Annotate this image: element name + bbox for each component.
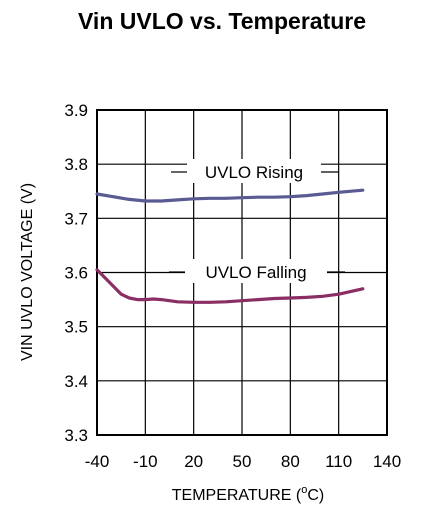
y-tick-label: 3.4 — [64, 372, 88, 391]
x-tick-label: 140 — [373, 452, 401, 471]
series-label-1: UVLO Rising — [205, 163, 303, 182]
y-tick-label: 3.3 — [64, 426, 88, 445]
x-tick-label: -40 — [85, 452, 110, 471]
y-axis-label: VIN UVLO VOLTAGE (V) — [19, 183, 36, 361]
plot-frame — [96, 109, 388, 436]
x-axis-label-main: TEMPERATURE ( — [172, 487, 302, 504]
y-tick-label: 3.8 — [64, 155, 88, 174]
x-axis-label-degree: o — [301, 484, 307, 496]
y-tick-label: 3.6 — [64, 264, 88, 283]
series-label-2: UVLO Falling — [205, 263, 306, 282]
x-tick-label: 110 — [325, 452, 352, 471]
x-tick-label: 50 — [233, 452, 252, 471]
series-line-1 — [95, 188, 365, 203]
x-tick-label: 80 — [281, 452, 300, 471]
series-labels: UVLO Rising UVLO Falling — [169, 159, 345, 283]
series-label-bg — [185, 259, 327, 283]
x-axis-label-unit: C) — [307, 487, 324, 504]
chart-title: Vin UVLO vs. Temperature — [78, 8, 367, 34]
x-axis-ticks: -40 -10 20 50 80 110 140 — [85, 452, 401, 471]
y-tick-label: 3.9 — [64, 101, 88, 120]
series-label-bg — [187, 159, 321, 183]
y-tick-label: 3.5 — [64, 318, 88, 337]
y-tick-label: 3.7 — [64, 209, 88, 228]
series-lines — [95, 188, 365, 304]
x-axis-label: TEMPERATURE (oC) — [172, 484, 325, 504]
x-tick-label: 20 — [184, 452, 203, 471]
x-tick-label: -10 — [133, 452, 158, 471]
series-line-2 — [95, 268, 365, 304]
y-axis-ticks: 3.3 3.4 3.5 3.6 3.7 3.8 3.9 — [64, 101, 88, 445]
